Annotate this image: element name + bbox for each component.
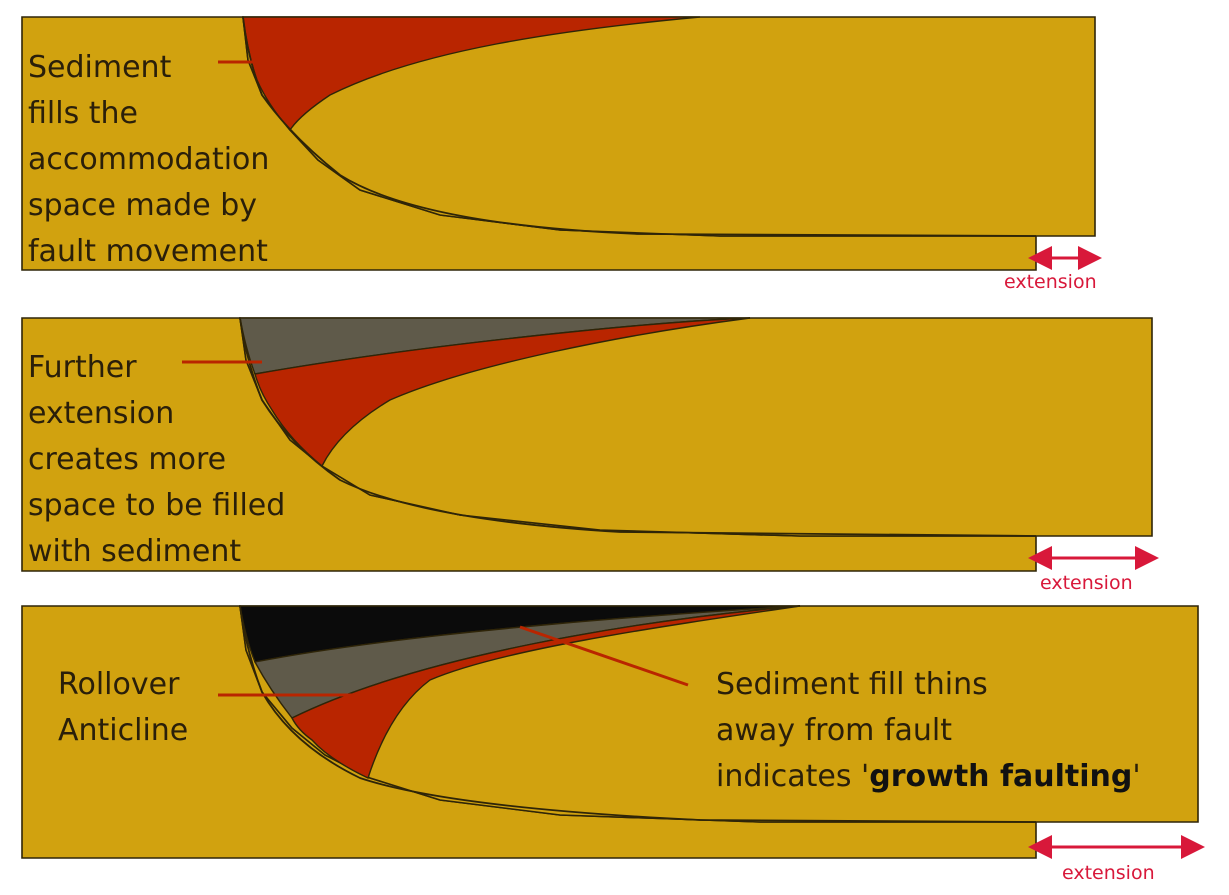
panel-2-caption-line: with sediment [28,534,242,569]
panel-3-caption: Rollover Anticline [58,662,188,754]
panel-1-caption: Sediment fills the accommodation space m… [28,45,269,275]
panel-2 [21,317,1159,572]
panel-2-extension-label: extension [1040,572,1133,594]
panel-1-caption-line: fault movement [28,234,268,269]
panel-3-extension-label: extension [1062,862,1155,884]
panel-3-caption-line: Anticline [58,713,189,748]
growth-note-line-2: away from fault [716,713,953,748]
panel-1-fault-plane [242,16,1037,237]
growth-note-line-1: Sediment fill thins [716,667,988,702]
growth-faulting-term: growth faulting [869,759,1133,794]
growth-note-suffix: ' [1132,759,1141,794]
panel-1-caption-line: space made by [28,188,257,223]
panel-1-caption-line: accommodation [28,142,270,177]
panel-1-caption-line: fills the [28,96,138,131]
panel-2-caption-line: extension [28,396,175,431]
panel-3-thinning-pointer [519,625,689,687]
panel-2-sediment-layer-1 [254,317,751,468]
panel-1-caption-line: Sediment [28,50,172,85]
panel-3-growth-note: Sediment fill thins away from fault indi… [716,662,1141,800]
panel-1 [21,16,1102,271]
panel-3-caption-line: Rollover [58,667,180,702]
growth-note-line-3: indicates 'growth faulting' [716,754,1141,800]
growth-note-prefix: indicates ' [716,759,870,794]
panel-2-caption-line: creates more [28,442,227,477]
panel-3-fault-plane [239,605,1037,823]
panel-1-extension-label: extension [1004,271,1097,293]
panel-3 [21,605,1205,859]
panel-2-caption: Further extension creates more space to … [28,345,285,575]
panel-2-fault-plane [239,317,1037,537]
panel-2-caption-line: Further [28,350,137,385]
panel-2-caption-line: space to be filled [28,488,286,523]
